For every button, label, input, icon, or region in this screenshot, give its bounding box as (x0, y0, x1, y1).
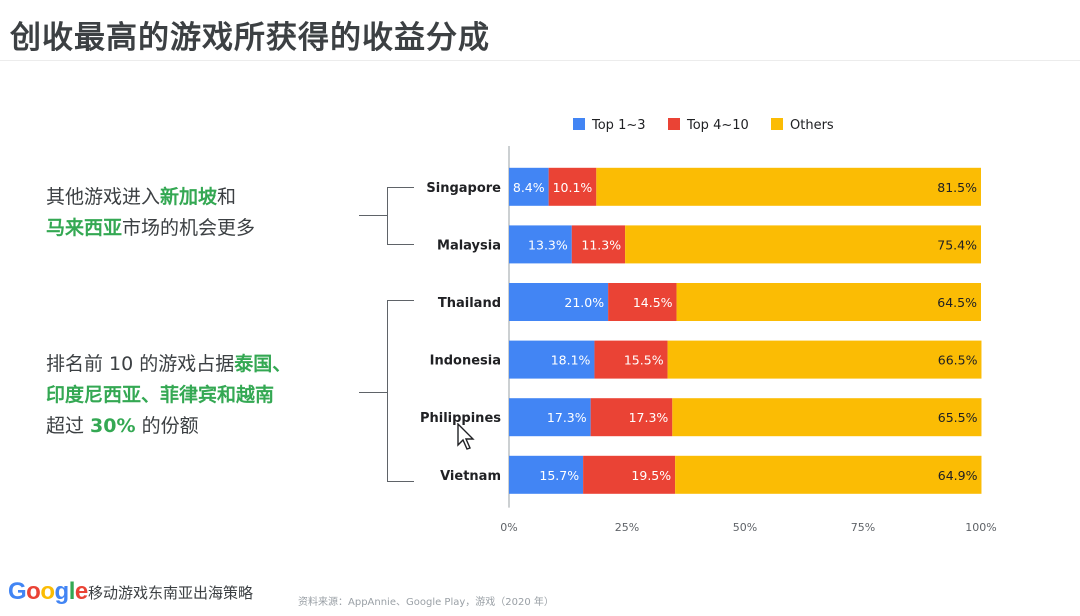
bar-segment (594, 340, 668, 379)
bar-segment (608, 283, 677, 321)
annotation-highlight: 印度尼西亚、菲律宾和越南 (46, 384, 275, 406)
legend-label: Others (790, 118, 834, 133)
bar-segment (509, 398, 591, 437)
page-title: 创收最高的游戏所获得的收益分成 (10, 20, 490, 56)
group-1-bracket-tick (359, 215, 387, 216)
legend-swatch (668, 118, 680, 130)
x-tick-label: 25% (615, 521, 639, 534)
annotation-1-line-1: 其他游戏进入新加坡和 (46, 182, 255, 213)
annotation-2-line-1: 排名前 10 的游戏占据泰国、 (46, 349, 291, 380)
bar-segment (675, 455, 982, 494)
annotation-highlight: 30% (90, 415, 136, 437)
data-label: 66.5% (938, 353, 978, 368)
data-label: 64.5% (937, 295, 977, 310)
legend-swatch (573, 118, 585, 130)
bar-segment (590, 398, 673, 437)
data-label: 65.5% (938, 410, 978, 425)
data-label: 8.4% (513, 180, 545, 195)
mouse-cursor-icon (457, 423, 475, 450)
annotation-highlight: 马来西亚 (46, 217, 123, 239)
bar-segment (625, 225, 981, 264)
annotation-text: 市场的机会更多 (122, 217, 256, 239)
category-label: Indonesia (430, 354, 501, 369)
data-label: 21.0% (564, 295, 604, 310)
legend-label: Top 4~10 (686, 118, 749, 133)
bar-segment (571, 225, 626, 264)
annotation-2-line-3: 超过 30% 的份额 (46, 411, 291, 442)
bar-segment (509, 340, 595, 379)
data-label: 15.7% (539, 468, 579, 483)
category-label: Malaysia (437, 238, 501, 253)
annotation-2-line-2: 印度尼西亚、菲律宾和越南 (46, 380, 291, 411)
category-label: Philippines (420, 411, 501, 426)
annotation-1-line-2: 马来西亚市场的机会更多 (46, 213, 255, 244)
annotation-text: 和 (217, 186, 237, 208)
legend-swatch (771, 118, 783, 130)
bar-segment (509, 283, 609, 321)
bar-segment (672, 398, 982, 437)
annotation-text: 其他游戏进入 (46, 186, 161, 208)
bar-segment (509, 225, 572, 264)
bar-segment (667, 340, 982, 379)
bar-segment (676, 283, 981, 321)
data-label: 10.1% (553, 180, 593, 195)
bar-segment (596, 167, 981, 206)
legend-label: Top 1~3 (591, 118, 646, 133)
group-1-bracket (387, 187, 414, 245)
bar-segment (548, 167, 597, 206)
bar-segment (509, 455, 584, 494)
annotation-text: 排名前 10 的游戏占据 (46, 353, 235, 375)
data-label: 15.5% (624, 353, 664, 368)
data-label: 17.3% (547, 410, 587, 425)
bar-segment (583, 455, 676, 494)
data-label: 18.1% (551, 353, 591, 368)
annotation-text: 超过 (46, 415, 91, 437)
data-label: 64.9% (938, 468, 978, 483)
bar-segment (509, 167, 549, 206)
google-logo: Google (8, 578, 88, 605)
x-tick-label: 0% (500, 521, 517, 534)
group-2-bracket (387, 300, 414, 482)
annotation-group-2: 排名前 10 的游戏占据泰国、 印度尼西亚、菲律宾和越南 超过 30% 的份额 (46, 349, 291, 442)
group-2-bracket-tick (359, 392, 387, 393)
x-tick-label: 75% (851, 521, 875, 534)
data-label: 17.3% (629, 410, 669, 425)
annotation-group-1: 其他游戏进入新加坡和 马来西亚市场的机会更多 (46, 182, 255, 244)
annotation-highlight: 新加坡 (160, 186, 218, 208)
data-label: 13.3% (528, 237, 568, 252)
data-label: 11.3% (581, 237, 621, 252)
footer-source: 资料来源：AppAnnie、Google Play，游戏（2020 年） (298, 597, 554, 608)
x-tick-label: 50% (733, 521, 757, 534)
category-label: Thailand (438, 296, 501, 311)
footer-subtitle: 移动游戏东南亚出海策略 (88, 584, 254, 602)
data-label: 19.5% (631, 468, 671, 483)
category-label: Vietnam (440, 469, 501, 484)
data-label: 81.5% (937, 180, 977, 195)
annotation-highlight: 泰国、 (234, 353, 292, 375)
x-tick-label: 100% (965, 521, 996, 534)
category-label: Singapore (426, 181, 501, 196)
title-divider (0, 60, 1080, 61)
data-label: 14.5% (633, 295, 673, 310)
annotation-text: 的份额 (135, 415, 199, 437)
data-label: 75.4% (937, 237, 977, 252)
